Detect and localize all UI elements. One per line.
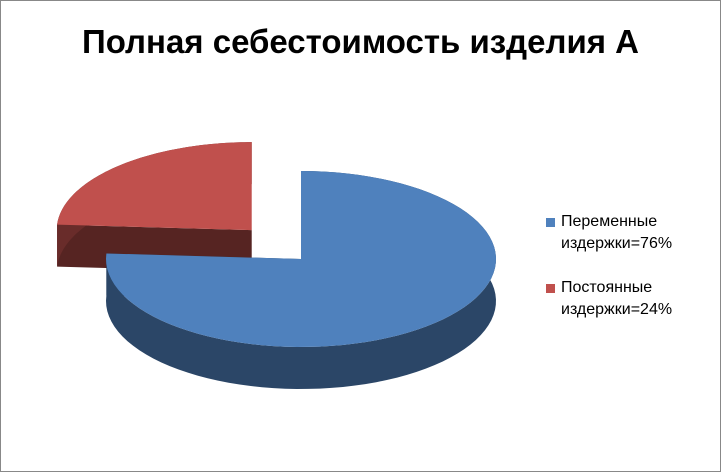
chart-title: Полная себестоимость изделия А <box>82 23 639 60</box>
legend-entry: Постоянные издержки=24% <box>546 277 711 321</box>
slice <box>106 171 496 347</box>
legend-swatch <box>546 218 555 227</box>
slice <box>57 142 252 231</box>
legend-label: Постоянные издержки=24% <box>561 279 673 318</box>
legend-entry: Переменные издержки=76% <box>546 211 711 255</box>
legend-swatch <box>546 284 555 293</box>
legend-label: Переменные издержки=76% <box>561 213 673 252</box>
